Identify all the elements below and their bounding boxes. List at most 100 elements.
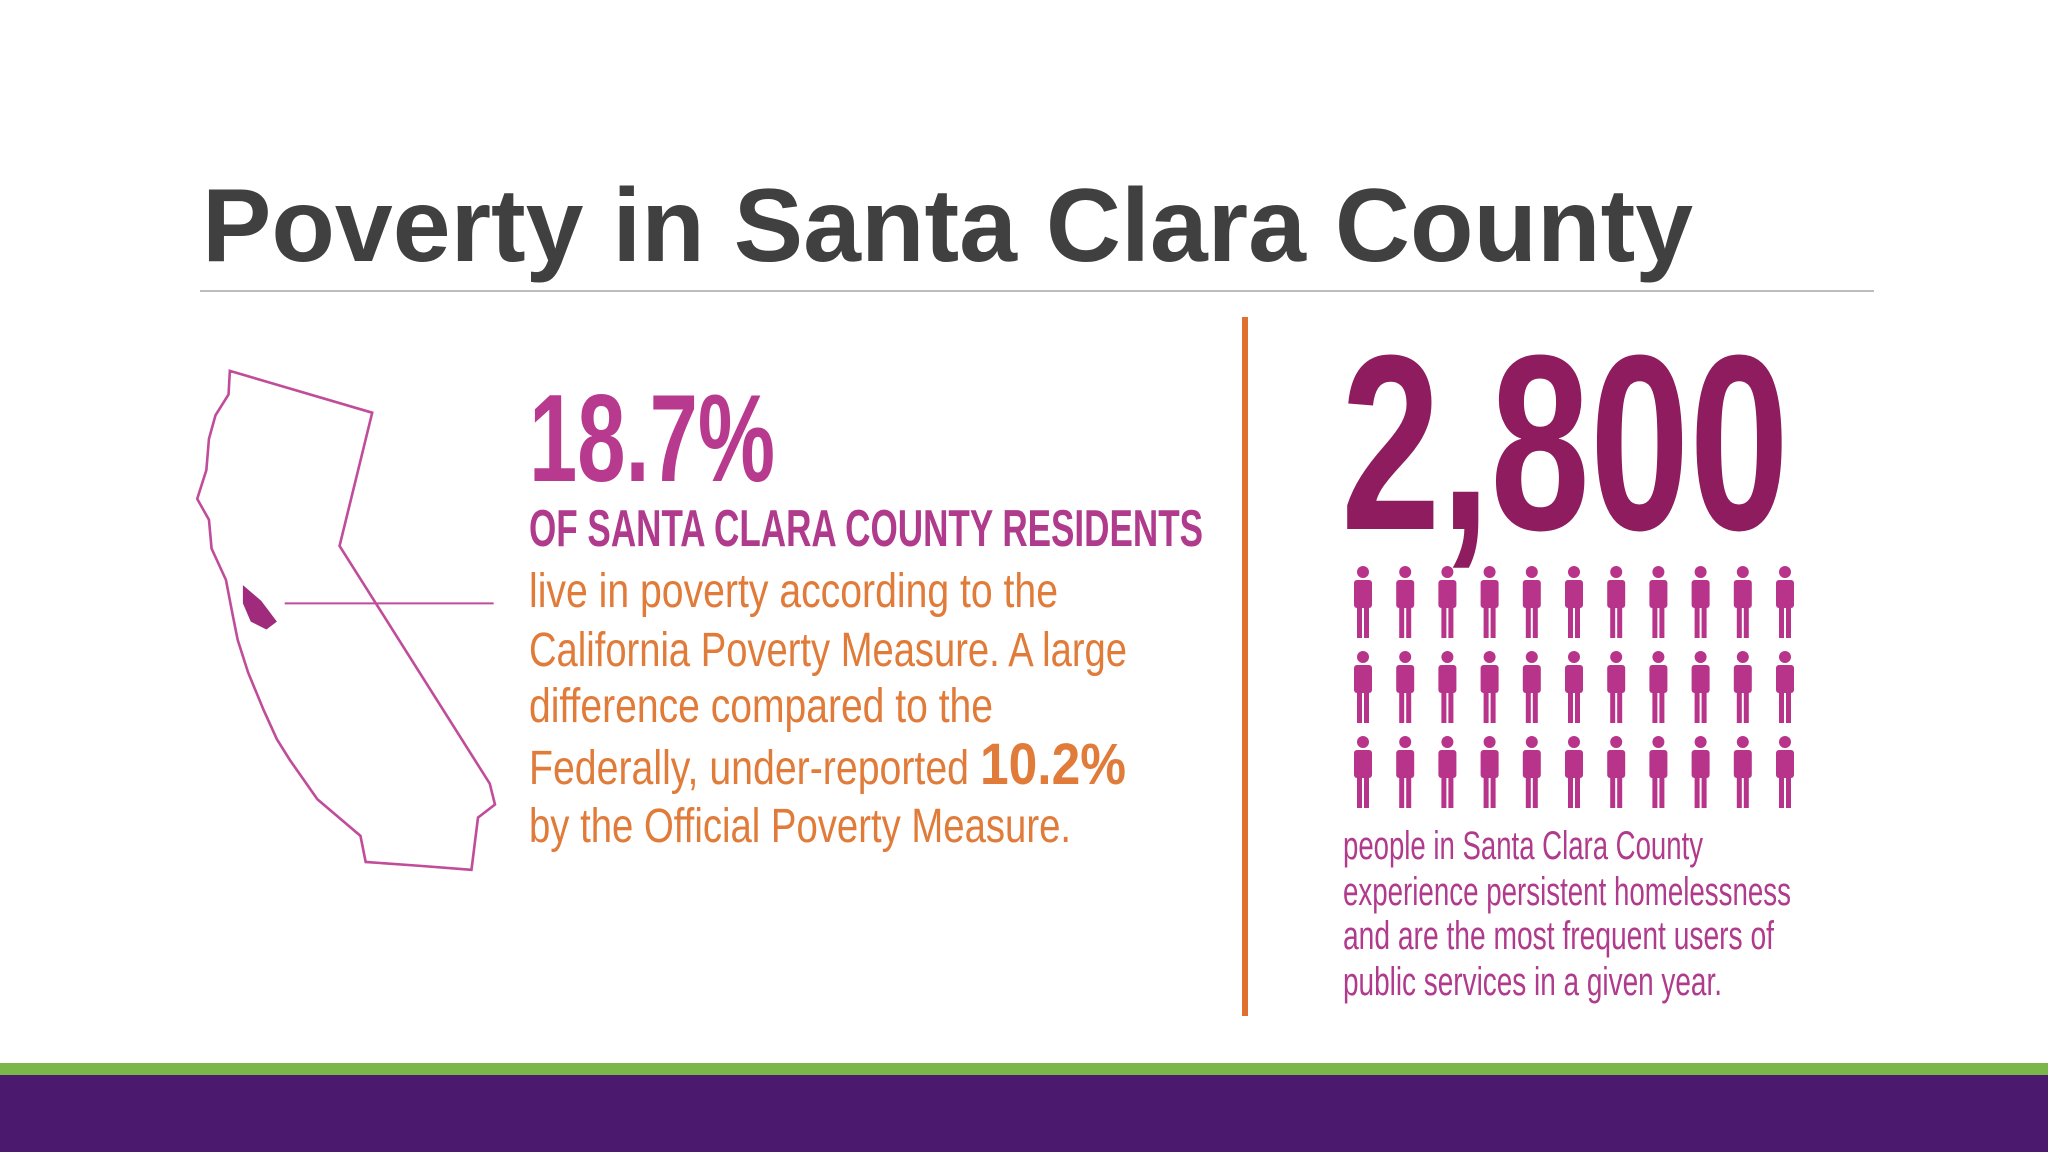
person-head [1441, 651, 1454, 663]
person-icon [1607, 566, 1626, 638]
footer-purple-band [0, 1075, 2048, 1152]
person-leg [1659, 689, 1665, 723]
person-icon [1776, 566, 1794, 638]
person-head [1399, 736, 1412, 748]
person-body [1565, 665, 1583, 693]
person-icon [1354, 651, 1372, 723]
person-leg [1525, 774, 1531, 808]
person-head [1441, 566, 1454, 578]
person-body [1480, 750, 1499, 778]
person-body [1480, 580, 1499, 608]
person-head [1779, 736, 1791, 748]
person-leg [1652, 774, 1658, 808]
people-icons [1354, 566, 1794, 808]
right-stat: 2,800 [1341, 303, 1789, 582]
person-head [1399, 651, 1412, 663]
person-leg [1483, 689, 1489, 723]
person-head [1652, 651, 1665, 663]
person-leg [1786, 689, 1791, 723]
person-leg [1532, 774, 1538, 808]
county-highlight [242, 585, 277, 630]
person-icon [1438, 736, 1457, 808]
person-head [1610, 736, 1623, 748]
person-icon [1607, 651, 1626, 723]
person-leg [1610, 604, 1616, 638]
person-body [1607, 580, 1626, 608]
person-leg [1399, 774, 1405, 808]
person-body [1522, 580, 1541, 608]
right-body-line: and are the most frequent users of [1343, 914, 1775, 958]
person-leg [1448, 689, 1454, 723]
person-leg [1575, 774, 1580, 808]
person-leg [1364, 689, 1369, 723]
person-head [1652, 566, 1665, 578]
left-body-line: Federally, under-reported [529, 742, 969, 795]
left-stat: 18.7% [529, 370, 775, 508]
california-map [195, 369, 497, 872]
person-leg [1575, 604, 1580, 638]
person-leg [1490, 604, 1496, 638]
person-icon [1776, 651, 1794, 723]
person-icon [1522, 566, 1541, 638]
person-head [1483, 736, 1496, 748]
person-leg [1779, 689, 1784, 723]
person-leg [1357, 774, 1362, 808]
person-icon [1733, 566, 1752, 638]
person-leg [1568, 774, 1573, 808]
person-leg [1617, 604, 1623, 638]
left-highlight: 10.2% [980, 732, 1126, 797]
person-leg [1525, 689, 1531, 723]
left-body-line: live in poverty according to the [529, 565, 1058, 618]
person-leg [1441, 774, 1447, 808]
person-icon [1396, 736, 1415, 808]
person-icon [1565, 736, 1583, 808]
person-leg [1357, 689, 1362, 723]
person-icon [1607, 736, 1626, 808]
person-leg [1743, 604, 1749, 638]
person-leg [1610, 689, 1616, 723]
person-head [1694, 736, 1707, 748]
person-icon [1396, 651, 1415, 723]
person-leg [1448, 774, 1454, 808]
person-icon [1480, 736, 1499, 808]
person-body [1649, 750, 1668, 778]
left-body-line: difference compared to the [529, 680, 993, 733]
person-head [1736, 736, 1749, 748]
person-body [1354, 665, 1372, 693]
person-body [1776, 580, 1794, 608]
person-leg [1364, 604, 1369, 638]
person-leg [1779, 604, 1784, 638]
person-head [1399, 566, 1412, 578]
person-body [1438, 750, 1457, 778]
person-leg [1406, 604, 1412, 638]
person-icon [1522, 651, 1541, 723]
person-leg [1779, 774, 1784, 808]
person-icon [1565, 566, 1583, 638]
person-leg [1610, 774, 1616, 808]
person-head [1694, 566, 1707, 578]
person-icon [1691, 651, 1710, 723]
right-body-line: experience persistent homelessness [1343, 870, 1791, 914]
person-leg [1441, 604, 1447, 638]
person-leg [1786, 774, 1791, 808]
person-body [1438, 665, 1457, 693]
person-leg [1441, 689, 1447, 723]
person-leg [1532, 689, 1538, 723]
person-body [1354, 580, 1372, 608]
slide-title: Poverty in Santa Clara County [202, 168, 1693, 284]
person-leg [1659, 604, 1665, 638]
person-leg [1525, 604, 1531, 638]
person-leg [1399, 689, 1405, 723]
person-leg [1617, 774, 1623, 808]
person-icon [1522, 736, 1541, 808]
person-icon [1438, 651, 1457, 723]
person-leg [1575, 689, 1580, 723]
person-body [1691, 580, 1710, 608]
person-icon [1480, 566, 1499, 638]
person-body [1776, 665, 1794, 693]
person-body [1776, 750, 1794, 778]
person-body [1733, 750, 1752, 778]
person-icon [1354, 736, 1372, 808]
